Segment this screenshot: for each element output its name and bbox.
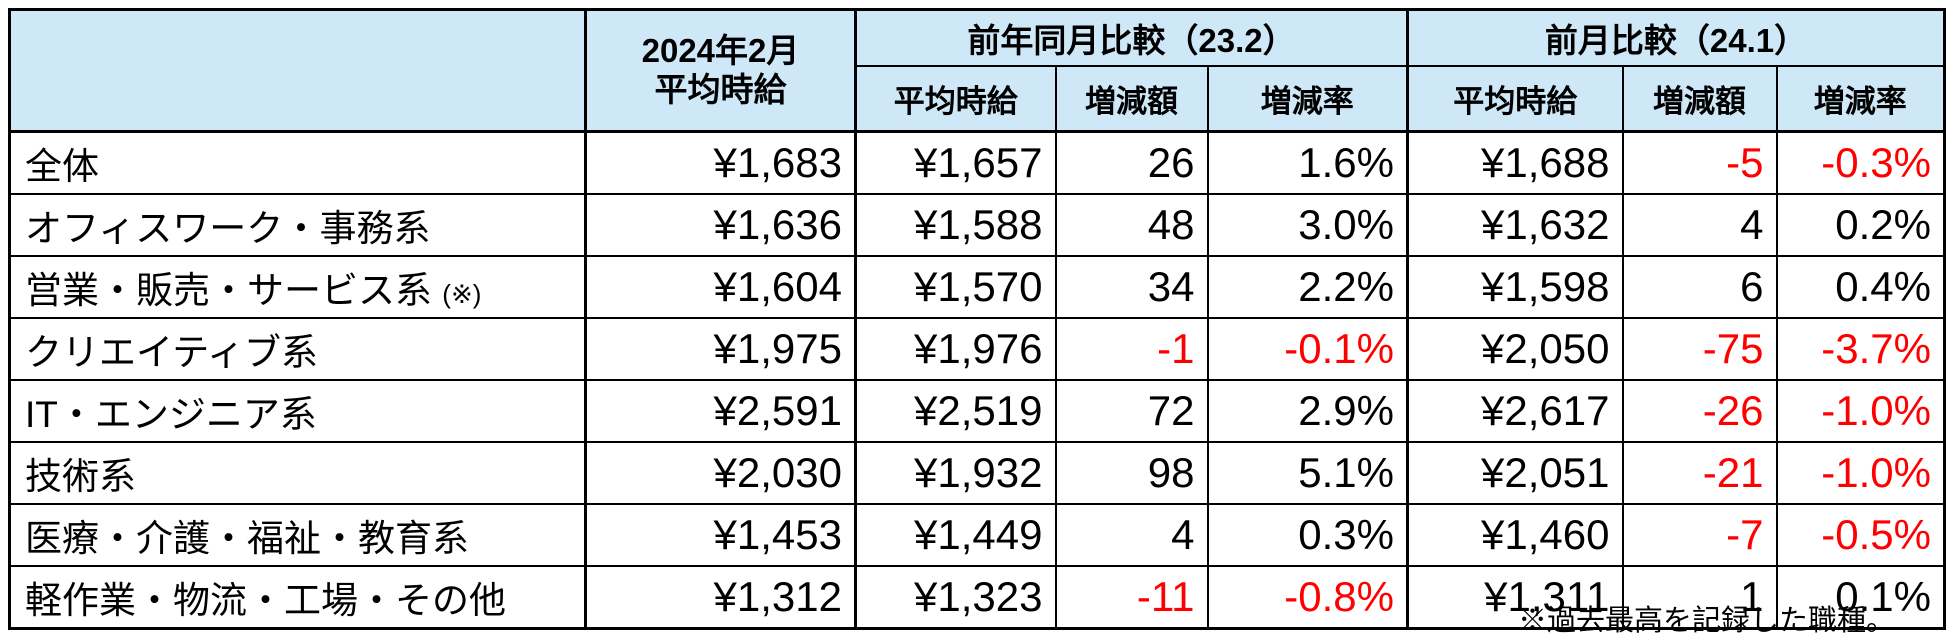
cell-yoy-rate: 3.0% [1206, 193, 1409, 257]
header-yoy-rate: 増減率 [1206, 65, 1409, 133]
header-row-sub: 平均時給 増減額 増減率 平均時給 増減額 増減率 [10, 65, 1946, 133]
header-current-month-line1: 2024年2月 [641, 31, 800, 69]
cell-yoy-rate: 5.1% [1206, 441, 1409, 505]
cell-yoy-avg: ¥1,976 [854, 317, 1057, 381]
cell-mom-avg: ¥1,598 [1406, 255, 1624, 319]
row-label: 営業・販売・サービス系 (※) [8, 255, 587, 319]
header-yoy-diff: 増減額 [1054, 65, 1209, 133]
row-label: 技術系 [8, 441, 587, 505]
cell-mom-diff: 6 [1621, 255, 1778, 319]
header-current-month: 2024年2月 平均時給 [584, 8, 857, 133]
cell-mom-avg: ¥1,460 [1406, 503, 1624, 567]
footnote: ※過去最高を記録した職種。 [1517, 605, 1895, 637]
row-label: クリエイティブ系 [8, 317, 587, 381]
cell-mom-rate: -1.0% [1775, 441, 1946, 505]
row-label-text: クリエイティブ系 [25, 332, 319, 373]
table-row: 営業・販売・サービス系 (※) ¥1,604 ¥1,570 34 2.2% ¥1… [8, 255, 1946, 319]
cell-yoy-rate: 1.6% [1206, 130, 1409, 195]
table-row: 技術系 ¥2,030 ¥1,932 98 5.1% ¥2,051 -21 -1.… [8, 441, 1946, 505]
cell-yoy-rate: 2.2% [1206, 255, 1409, 319]
cell-mom-rate: -0.3% [1775, 130, 1946, 195]
cell-mom-rate: -0.5% [1775, 503, 1946, 567]
row-label: IT・エンジニア系 [8, 379, 587, 443]
cell-yoy-rate: -0.1% [1206, 317, 1409, 381]
cell-mom-diff: 1 [1621, 565, 1778, 630]
row-label-text: オフィスワーク・事務系 [25, 208, 431, 249]
cell-yoy-diff: 34 [1054, 255, 1209, 319]
cell-current-avg: ¥1,312 [584, 565, 857, 630]
cell-mom-avg: ¥2,617 [1406, 379, 1624, 443]
cell-yoy-avg: ¥1,449 [854, 503, 1057, 567]
cell-mom-rate: 0.1% [1775, 565, 1946, 630]
table-row: 医療・介護・福祉・教育系 ¥1,453 ¥1,449 4 0.3% ¥1,460… [8, 503, 1946, 567]
cell-yoy-diff: -1 [1054, 317, 1209, 381]
table-row: クリエイティブ系 ¥1,975 ¥1,976 -1 -0.1% ¥2,050 -… [8, 317, 1946, 381]
cell-mom-rate: -3.7% [1775, 317, 1946, 381]
cell-mom-diff: -21 [1621, 441, 1778, 505]
row-label: 軽作業・物流・工場・その他 [8, 565, 587, 630]
cell-yoy-rate: -0.8% [1206, 565, 1409, 630]
cell-yoy-avg: ¥1,932 [854, 441, 1057, 505]
cell-current-avg: ¥1,636 [584, 193, 857, 257]
row-label-text: 軽作業・物流・工場・その他 [25, 580, 506, 621]
row-label: 全体 [8, 130, 587, 195]
header-current-month-line2: 平均時給 [654, 70, 787, 108]
cell-yoy-diff: 72 [1054, 379, 1209, 443]
cell-yoy-diff: 48 [1054, 193, 1209, 257]
wage-comparison-table: 2024年2月 平均時給 前年同月比較（23.2） 前月比較（24.1） 平均時… [8, 8, 1946, 630]
header-mom-title: 前月比較（24.1） [1406, 8, 1946, 67]
cell-yoy-diff: 98 [1054, 441, 1209, 505]
cell-current-avg: ¥2,030 [584, 441, 857, 505]
cell-yoy-diff: 4 [1054, 503, 1209, 567]
table-row: 軽作業・物流・工場・その他 ¥1,312 ¥1,323 -11 -0.8% ¥1… [8, 565, 1946, 630]
cell-mom-avg: ¥1,311 [1406, 565, 1624, 630]
header-row-top: 2024年2月 平均時給 前年同月比較（23.2） 前月比較（24.1） [8, 8, 1946, 133]
header-mom-diff: 増減額 [1621, 65, 1778, 133]
cell-mom-avg: ¥1,632 [1406, 193, 1624, 257]
row-label-text: 全体 [25, 146, 99, 187]
cell-yoy-diff: 26 [1054, 130, 1209, 195]
table-row: オフィスワーク・事務系 ¥1,636 ¥1,588 48 3.0% ¥1,632… [8, 193, 1946, 257]
header-yoy-title: 前年同月比較（23.2） [854, 8, 1409, 67]
row-label-text: 営業・販売・サービス系 [25, 270, 432, 311]
cell-mom-avg: ¥2,050 [1406, 317, 1624, 381]
table-row: IT・エンジニア系 ¥2,591 ¥2,519 72 2.9% ¥2,617 -… [8, 379, 1946, 443]
cell-mom-diff: -7 [1621, 503, 1778, 567]
cell-yoy-avg: ¥1,657 [854, 130, 1057, 195]
cell-mom-rate: 0.4% [1775, 255, 1946, 319]
header-blank-cell [8, 8, 587, 133]
header-yoy-avg: 平均時給 [854, 65, 1057, 133]
cell-yoy-avg: ¥1,570 [854, 255, 1057, 319]
cell-mom-diff: -75 [1621, 317, 1778, 381]
row-label: オフィスワーク・事務系 [8, 193, 587, 257]
row-label-text: IT・エンジニア系 [25, 394, 317, 435]
cell-current-avg: ¥1,604 [584, 255, 857, 319]
cell-current-avg: ¥1,453 [584, 503, 857, 567]
header-mom-avg: 平均時給 [1406, 65, 1624, 133]
cell-yoy-avg: ¥1,588 [854, 193, 1057, 257]
cell-yoy-avg: ¥2,519 [854, 379, 1057, 443]
cell-yoy-rate: 0.3% [1206, 503, 1409, 567]
cell-mom-diff: -26 [1621, 379, 1778, 443]
cell-yoy-rate: 2.9% [1206, 379, 1409, 443]
row-label-note: (※) [442, 279, 482, 309]
cell-mom-rate: -1.0% [1775, 379, 1946, 443]
row-label-text: 医療・介護・福祉・教育系 [25, 518, 469, 559]
table-row: 全体 ¥1,683 ¥1,657 26 1.6% ¥1,688 -5 -0.3% [8, 130, 1946, 195]
cell-current-avg: ¥1,975 [584, 317, 857, 381]
cell-mom-avg: ¥2,051 [1406, 441, 1624, 505]
cell-mom-rate: 0.2% [1775, 193, 1946, 257]
cell-current-avg: ¥2,591 [584, 379, 857, 443]
cell-yoy-diff: -11 [1054, 565, 1209, 630]
row-label-text: 技術系 [25, 456, 136, 497]
cell-yoy-avg: ¥1,323 [854, 565, 1057, 630]
header-mom-rate: 増減率 [1775, 65, 1946, 133]
cell-current-avg: ¥1,683 [584, 130, 857, 195]
cell-mom-diff: -5 [1621, 130, 1778, 195]
cell-mom-diff: 4 [1621, 193, 1778, 257]
row-label: 医療・介護・福祉・教育系 [8, 503, 587, 567]
cell-mom-avg: ¥1,688 [1406, 130, 1624, 195]
